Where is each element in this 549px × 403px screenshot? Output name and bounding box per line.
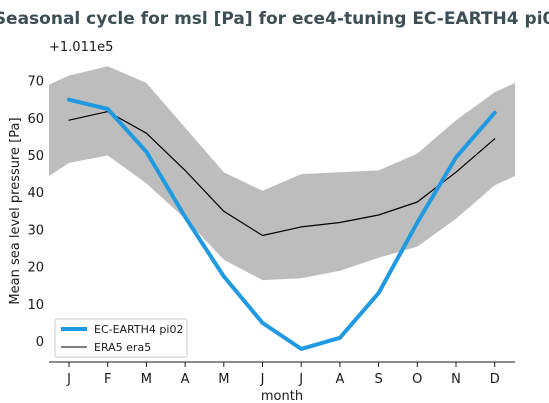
chart-title: Seasonal cycle for msl [Pa] for ece4-tun… [0, 9, 549, 29]
y-tick-label: 20 [27, 261, 44, 276]
y-tick-label: 50 [27, 149, 44, 164]
y-tick-label: 10 [27, 298, 44, 313]
x-axis-label: month [261, 389, 303, 403]
x-tick-label: J [298, 372, 303, 387]
y-tick-label: 30 [27, 223, 44, 238]
x-tick-label: J [66, 372, 71, 387]
legend-label-ec-earth4: EC-EARTH4 pi02 [94, 323, 183, 336]
legend-box [54, 318, 188, 358]
x-tick-label: D [490, 372, 500, 387]
x-tick-label: A [181, 372, 190, 387]
x-tick-label: N [451, 372, 461, 387]
y-tick-label: 70 [27, 75, 44, 90]
legend: EC-EARTH4 pi02 ERA5 era5 [54, 318, 188, 358]
y-axis-label: Mean sea level pressure [Pa] [8, 117, 23, 304]
x-tick-label: A [335, 372, 344, 387]
series-line-era5 [68, 110, 496, 237]
x-tick-label: M [141, 372, 152, 387]
spread-band [49, 66, 515, 281]
x-tick-label: F [104, 372, 111, 387]
y-tick-label: 40 [27, 186, 44, 201]
series-line-ec-earth4 [67, 97, 497, 351]
y-tick-label: 60 [27, 112, 44, 127]
x-tick-label: S [374, 372, 382, 387]
x-tick-label: O [412, 372, 422, 387]
plot-area [49, 66, 515, 351]
x-tick-label: J [260, 372, 265, 387]
y-tick-labels: 0 10 20 30 40 50 60 70 [27, 75, 44, 350]
x-tick-label: M [218, 372, 229, 387]
y-offset-label: +1.011e5 [49, 40, 113, 55]
legend-label-era5: ERA5 era5 [94, 341, 151, 354]
y-tick-label: 0 [36, 335, 44, 350]
